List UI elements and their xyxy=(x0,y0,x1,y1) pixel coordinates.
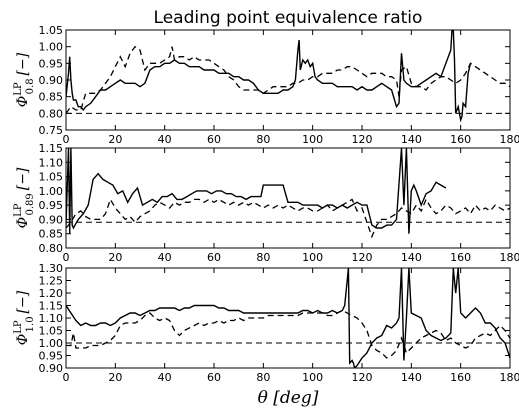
y-tick-label: 1.10 xyxy=(39,156,64,169)
series-line-dashed xyxy=(66,45,510,114)
y-tick-label: 0.90 xyxy=(39,362,64,375)
x-tick-label: 180 xyxy=(500,251,519,264)
x-tick-label: 100 xyxy=(302,251,323,264)
x-tick-label: 80 xyxy=(256,133,270,146)
y-tick-label: 1.05 xyxy=(39,171,64,184)
series-line-solid xyxy=(66,30,472,123)
x-tick-label: 180 xyxy=(500,133,519,146)
x-tick-label: 120 xyxy=(352,251,373,264)
x-tick-label: 100 xyxy=(302,133,323,146)
x-tick-label: 120 xyxy=(352,133,373,146)
plot-frame xyxy=(65,29,511,131)
x-tick-label: 0 xyxy=(63,133,70,146)
y-tick-label: 1.00 xyxy=(39,41,64,54)
x-tick-label: 40 xyxy=(158,251,172,264)
series-line-solid xyxy=(66,148,447,234)
y-axis-label: ΦLP1.0[−] xyxy=(13,290,36,345)
y-tick-label: 1.15 xyxy=(39,300,64,313)
y-tick-label: 0.95 xyxy=(39,57,64,70)
y-tick-label: 1.25 xyxy=(39,275,64,288)
x-tick-label: 40 xyxy=(158,371,172,384)
y-axis-label: ΦLP0.89[−] xyxy=(13,167,36,228)
x-tick-label: 80 xyxy=(256,251,270,264)
y-tick-label: 1.20 xyxy=(39,287,64,300)
y-tick-label: 1.05 xyxy=(39,325,64,338)
y-tick-label: 0.90 xyxy=(39,213,64,226)
plot-frame xyxy=(65,147,511,249)
x-tick-label: 40 xyxy=(158,133,172,146)
y-tick-label: 0.75 xyxy=(39,124,64,137)
subplot-phi-0-89: 0 20 40 60 80 100 120 140 160 180 0.800.85 0.900.95… xyxy=(13,142,519,264)
x-tick-label: 180 xyxy=(500,371,519,384)
subplot-phi-1-0: 0 20 40 60 80 100 120 140 160 180 0.900.951.001.05… xyxy=(13,262,519,384)
x-axis-label: θ [deg] xyxy=(258,388,319,408)
y-tick-label: 1.00 xyxy=(39,337,64,350)
x-tick-label: 60 xyxy=(207,251,221,264)
y-tick-label: 1.15 xyxy=(39,142,64,155)
x-tick-label: 20 xyxy=(108,251,122,264)
x-tick-label: 60 xyxy=(207,133,221,146)
x-tick-label: 140 xyxy=(401,371,422,384)
x-tick-label: 120 xyxy=(352,371,373,384)
y-tick-label: 0.85 xyxy=(39,228,64,241)
x-tick-label: 140 xyxy=(401,251,422,264)
series-line-solid xyxy=(66,268,510,368)
x-tick-label: 60 xyxy=(207,371,221,384)
subplot-phi-0-8: 0 20 40 60 80 100 120 140 160 180 0.75 0.80 0.85 0.90… xyxy=(13,24,519,146)
y-tick-label: 1.30 xyxy=(39,262,64,275)
series-line-dashed xyxy=(66,309,510,359)
x-tick-label: 100 xyxy=(302,371,323,384)
x-tick-label: 160 xyxy=(450,371,471,384)
x-tick-label: 160 xyxy=(450,251,471,264)
y-tick-label: 0.80 xyxy=(39,107,64,120)
x-tick-label: 20 xyxy=(108,133,122,146)
y-axis-label: ΦLP0.8[−] xyxy=(13,52,36,107)
plot-frame xyxy=(65,267,511,369)
x-tick-label: 0 xyxy=(63,371,70,384)
y-tick-label: 1.10 xyxy=(39,312,64,325)
x-tick-label: 20 xyxy=(108,371,122,384)
y-tick-label: 1.05 xyxy=(39,24,64,37)
x-tick-label: 80 xyxy=(256,371,270,384)
y-tick-label: 0.85 xyxy=(39,91,64,104)
x-tick-label: 0 xyxy=(63,251,70,264)
y-tick-label: 0.80 xyxy=(39,242,64,255)
y-tick-label: 0.95 xyxy=(39,199,64,212)
y-tick-label: 0.90 xyxy=(39,74,64,87)
y-tick-label: 0.95 xyxy=(39,350,64,363)
x-tick-label: 140 xyxy=(401,133,422,146)
x-tick-label: 160 xyxy=(450,133,471,146)
series-line-dashed xyxy=(66,197,510,239)
y-tick-label: 1.00 xyxy=(39,185,64,198)
chart-title: Leading point equivalence ratio xyxy=(154,8,423,28)
